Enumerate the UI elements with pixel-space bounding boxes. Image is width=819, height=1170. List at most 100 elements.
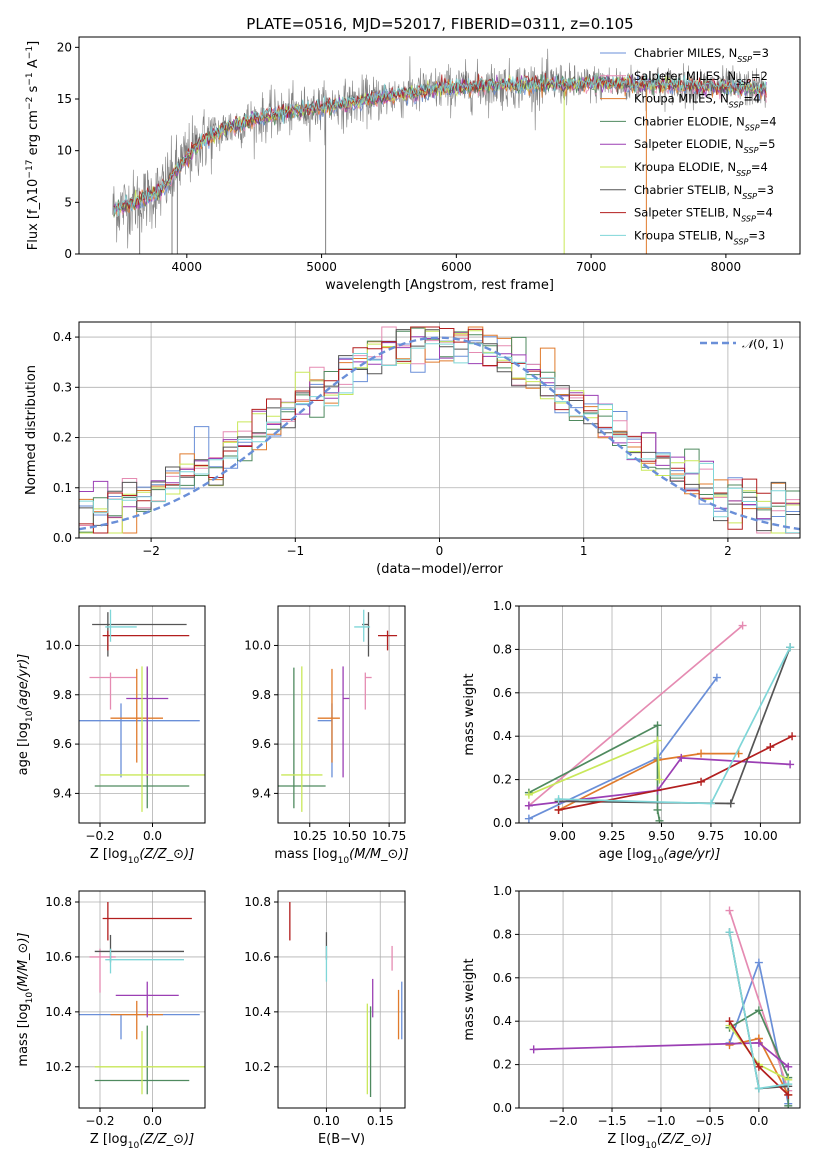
weight-series-line	[528, 723, 661, 821]
x-tick-label: 8000	[711, 260, 742, 274]
errorbar-point	[126, 666, 169, 778]
errorbar-point	[317, 668, 340, 763]
weight-point-marker	[725, 906, 734, 915]
plot-area	[289, 901, 403, 1098]
y-tick-label: 9.8	[252, 688, 271, 702]
y-tick-label: 0.8	[493, 642, 512, 656]
x-tick-label: 0.0	[749, 1114, 768, 1128]
x-axis-label: (data−model)/error	[376, 562, 503, 577]
axes-frame	[277, 605, 406, 824]
x-tick-label: −0.2	[85, 829, 114, 843]
legend-label: Chabrier ELODIE, NSSP=4	[634, 114, 777, 131]
weight-series-line	[528, 624, 744, 807]
x-tick-label: 0.0	[143, 1114, 162, 1128]
weight-point-marker	[725, 1017, 734, 1026]
x-tick-label: 2	[724, 544, 732, 558]
y-tick-label: 10.0	[244, 638, 271, 652]
weight-point-marker	[524, 814, 533, 823]
y-tick-label: 0.3	[53, 380, 72, 394]
weight-point-marker	[554, 805, 563, 814]
x-tick-label: 9.50	[648, 829, 675, 843]
axes-frame	[78, 890, 206, 1109]
weight-point-marker	[712, 673, 721, 682]
y-tick-label: 10.2	[45, 1060, 72, 1074]
y-tick-label: 10.8	[244, 895, 271, 909]
x-axis-label: Z [log10(Z/Z_⊙)]	[90, 1132, 194, 1151]
y-axis-label: Normed distribution	[24, 365, 39, 495]
weight-series-line	[558, 735, 793, 811]
weight-point-marker	[554, 795, 563, 804]
weight-series-line	[558, 752, 739, 811]
errorbar-point	[102, 901, 192, 941]
legend: Chabrier MILES, NSSP=3 Salpeter MILES, NS…	[600, 46, 777, 246]
axes-spectrum: 4000 5000 6000 7000 8000 0 5 10 15 20 wavelength […	[25, 36, 801, 293]
y-tick-label: 10.6	[244, 950, 271, 964]
y-tick-label: 0.2	[493, 1058, 512, 1072]
x-axis-label: Z [log10(Z/Z_⊙)]	[607, 1132, 711, 1151]
y-tick-label: 10	[57, 144, 72, 158]
legend-label: Chabrier STELIB, NSSP=3	[634, 183, 774, 201]
errorbar-point	[102, 630, 190, 651]
y-tick-label: 9.6	[53, 737, 72, 751]
x-tick-label: −1.0	[646, 1114, 675, 1128]
y-tick-label: 10.4	[45, 1005, 72, 1019]
weight-point-marker	[784, 1080, 793, 1089]
axes-frame	[78, 36, 801, 255]
x-tick-label: 10.00	[743, 829, 777, 843]
weight-series-line	[528, 757, 791, 807]
y-tick-label: 9.6	[252, 737, 271, 751]
normal-curve	[79, 336, 800, 531]
errorbar-point	[94, 1031, 205, 1095]
y-tick-label: 5	[64, 195, 72, 209]
x-tick-label: −2.0	[548, 1114, 577, 1128]
axes-frame	[277, 890, 406, 1109]
axes-frame	[78, 605, 206, 824]
y-tick-label: 0.4	[493, 729, 512, 743]
axes-mass-vs-EBV: 0.10 0.15 10.2 10.4 10.6 10.8 E(B−V)	[244, 890, 406, 1147]
plot-area	[524, 621, 797, 823]
weight-point-marker	[725, 928, 734, 937]
errorbar-point	[105, 609, 137, 642]
y-tick-label: 15	[57, 92, 72, 106]
y-tick-label: 0.2	[493, 773, 512, 787]
weight-point-marker	[655, 775, 664, 784]
y-tick-label: 10.8	[45, 895, 72, 909]
x-tick-label: 9.00	[549, 829, 576, 843]
y-tick-label: 20	[57, 40, 72, 54]
x-tick-label: 0.0	[143, 829, 162, 843]
weight-point-marker	[784, 1062, 793, 1071]
weight-point-marker	[784, 1090, 793, 1099]
x-tick-label: 0	[436, 544, 444, 558]
weight-point-marker	[754, 1038, 763, 1047]
model-spectrum-line	[113, 73, 767, 216]
axes-age-vs-Z: −0.2 0.0 9.4 9.6 9.8 10.0 Z [log10(Z/Z_⊙)] age …	[16, 605, 206, 866]
weight-series-line	[728, 910, 790, 1091]
x-tick-label: 6000	[441, 260, 472, 274]
weight-point-marker	[766, 743, 775, 752]
x-tick-label: −0.2	[85, 1114, 114, 1128]
y-tick-label: 0.6	[493, 971, 512, 985]
errorbar-point	[89, 672, 137, 710]
histogram-series	[79, 343, 800, 538]
errorbar-point	[342, 666, 350, 778]
weight-point-marker	[653, 721, 662, 730]
y-tick-label: 1.0	[493, 599, 512, 613]
x-tick-label: 4000	[172, 260, 203, 274]
legend-label: 𝒩(0, 1)	[742, 337, 784, 351]
errorbar-point	[110, 1000, 163, 1040]
x-axis-label: Z [log10(Z/Z_⊙)]	[90, 847, 194, 866]
weight-point-marker	[725, 1041, 734, 1050]
weight-point-marker	[697, 749, 706, 758]
x-axis-label: age [log10(age/yr)]	[599, 847, 721, 866]
axes-weight-vs-Z: −2.0 −1.5 −1.0 −0.5 0.0 0.0 0.2 0.4 0.6 0.8 1.0 Z […	[462, 884, 801, 1151]
y-tick-label: 10.0	[45, 638, 72, 652]
weight-point-marker	[529, 1045, 538, 1054]
y-tick-label: 0.6	[493, 686, 512, 700]
x-tick-label: −2	[142, 544, 160, 558]
plot-area	[529, 906, 793, 1108]
weight-point-marker	[524, 801, 533, 810]
errorbar-point	[281, 666, 323, 812]
x-tick-label: −1.5	[597, 1114, 626, 1128]
y-axis-label: age [log10(age/yr)]	[16, 654, 35, 776]
